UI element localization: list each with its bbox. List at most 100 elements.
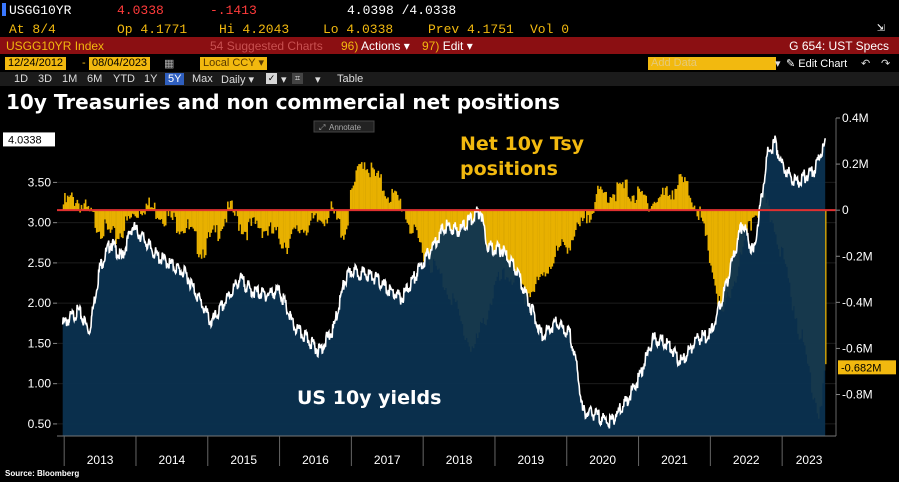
period-6m[interactable]: 6M	[87, 73, 103, 85]
period-5y[interactable]: 5Y	[165, 73, 185, 85]
net-position-bar	[347, 210, 349, 226]
net-position-bar	[146, 205, 149, 211]
net-position-bar	[717, 210, 719, 305]
net-position-bar	[391, 188, 393, 211]
net-position-bar	[271, 210, 273, 234]
net-position-bar	[715, 210, 718, 294]
net-position-bar	[343, 210, 345, 240]
edit-menu[interactable]: 97) Edit ▾	[422, 39, 473, 53]
period-1d[interactable]: 1D	[14, 73, 29, 85]
x-tick-2014: 2014	[159, 453, 186, 467]
net-position-bar	[198, 210, 200, 258]
net-position-bar	[726, 210, 729, 293]
net-position-bar	[824, 210, 827, 365]
add-data-input[interactable]: Add Data	[648, 57, 776, 70]
net-position-bar	[320, 210, 323, 222]
net-position-bar	[399, 198, 402, 211]
net-position-bar	[396, 194, 399, 211]
net-position-bar	[566, 210, 569, 254]
popout-icon[interactable]: ⇲	[877, 20, 885, 35]
net-position-bar	[268, 210, 271, 227]
net-position-bar	[543, 210, 545, 273]
net-position-bar	[273, 210, 276, 228]
net-position-bar	[434, 210, 436, 261]
svg-text:⤢: ⤢	[318, 123, 325, 132]
net-position-bar	[244, 210, 247, 232]
quote-details: At 8/4 Op 4.1771 Hi 4.2043 Lo 4.0338 Pre…	[0, 20, 899, 37]
net-position-bar	[700, 210, 703, 218]
chart-type-icon[interactable]: ⌗	[292, 73, 303, 84]
net-position-bar	[240, 210, 243, 235]
net-position-bar	[621, 182, 624, 211]
security-field[interactable]: USGG10YR Index	[6, 39, 105, 53]
net-position-bar	[173, 210, 175, 213]
period-1m[interactable]: 1M	[62, 73, 78, 85]
net-position-bar	[581, 210, 584, 222]
ticker-symbol[interactable]: USGG10YR	[9, 3, 72, 18]
right-tick--0.6M: -0.6M	[842, 341, 873, 355]
net-position-bar	[619, 182, 621, 211]
start-date-field[interactable]: 12/24/2012	[5, 57, 67, 70]
net-position-bar	[69, 195, 72, 211]
period-3d[interactable]: 3D	[38, 73, 53, 85]
net-position-bar	[291, 210, 294, 230]
net-position-bar	[207, 210, 210, 233]
net-position-bar	[283, 210, 286, 243]
net-position-bar	[667, 195, 670, 211]
net-position-bar	[714, 210, 717, 286]
net-position-bar	[314, 210, 316, 216]
net-position-bar	[755, 210, 758, 216]
currency-select[interactable]: Local CCY ▾	[200, 57, 267, 70]
net-position-bar	[182, 210, 185, 234]
net-position-bar	[655, 203, 657, 211]
net-position-bar	[675, 188, 678, 211]
net-position-bar	[322, 210, 324, 224]
net-position-bar	[267, 210, 269, 236]
table-button[interactable]: Table	[337, 73, 364, 85]
annotate-button[interactable]: ⤢ Annotate	[313, 120, 375, 133]
net-position-bar	[253, 210, 255, 218]
net-position-bar	[142, 210, 145, 213]
undo-icon[interactable]: ↶	[861, 58, 871, 70]
net-position-bar	[746, 210, 748, 233]
net-position-bar	[664, 187, 667, 211]
net-position-bar	[384, 196, 387, 211]
suggested-charts-button[interactable]: 54 Suggested Charts	[210, 39, 323, 53]
net-position-bar	[66, 195, 69, 211]
last-yield-tag: 4.0338	[3, 132, 55, 147]
net-position-bar	[159, 210, 161, 220]
net-position-bar	[217, 210, 219, 242]
net-position-bar	[534, 210, 537, 285]
line-type-dropdown-icon[interactable]: ▾	[281, 74, 287, 86]
period-ytd[interactable]: YTD	[113, 73, 135, 85]
net-position-bar	[642, 194, 645, 211]
right-tick--0.2M: -0.2M	[842, 249, 873, 263]
period-max[interactable]: Max	[192, 73, 213, 85]
net-position-bar	[80, 204, 83, 211]
frequency-select[interactable]: Daily ▾	[221, 74, 255, 86]
net-position-bar	[679, 174, 682, 211]
net-position-bar	[507, 210, 509, 278]
net-position-bar	[728, 210, 730, 297]
redo-icon[interactable]: ↷	[881, 58, 891, 70]
net-position-bar	[275, 210, 277, 231]
net-position-bar	[64, 193, 66, 211]
left-axis: 3.50 3.00 2.50 2.00 1.50 1.00 0.50	[28, 175, 57, 431]
calendar-icon[interactable]: ▦	[164, 58, 175, 70]
chart-type-dropdown-icon[interactable]: ▾	[315, 74, 321, 86]
net-position-bar	[416, 210, 418, 231]
net-position-bar	[72, 197, 75, 211]
net-position-bar	[175, 210, 178, 234]
net-position-bar	[246, 210, 248, 241]
net-position-bar	[626, 179, 628, 211]
net-position-bar	[702, 210, 704, 222]
actions-menu[interactable]: 96) Actions ▾	[341, 39, 410, 53]
period-1y[interactable]: 1Y	[144, 73, 158, 85]
end-date-field[interactable]: 08/04/2023	[89, 57, 151, 70]
actions-label: Actions	[361, 39, 401, 53]
ust-specs-link[interactable]: G 654: UST Specs	[789, 39, 889, 53]
edit-chart-button[interactable]: ✎ Edit Chart	[786, 58, 848, 70]
quote-date: At 8/4	[9, 22, 56, 37]
add-data-dropdown-icon[interactable]: ▾	[775, 58, 781, 70]
line-type-checkbox[interactable]: ✓	[266, 73, 277, 84]
